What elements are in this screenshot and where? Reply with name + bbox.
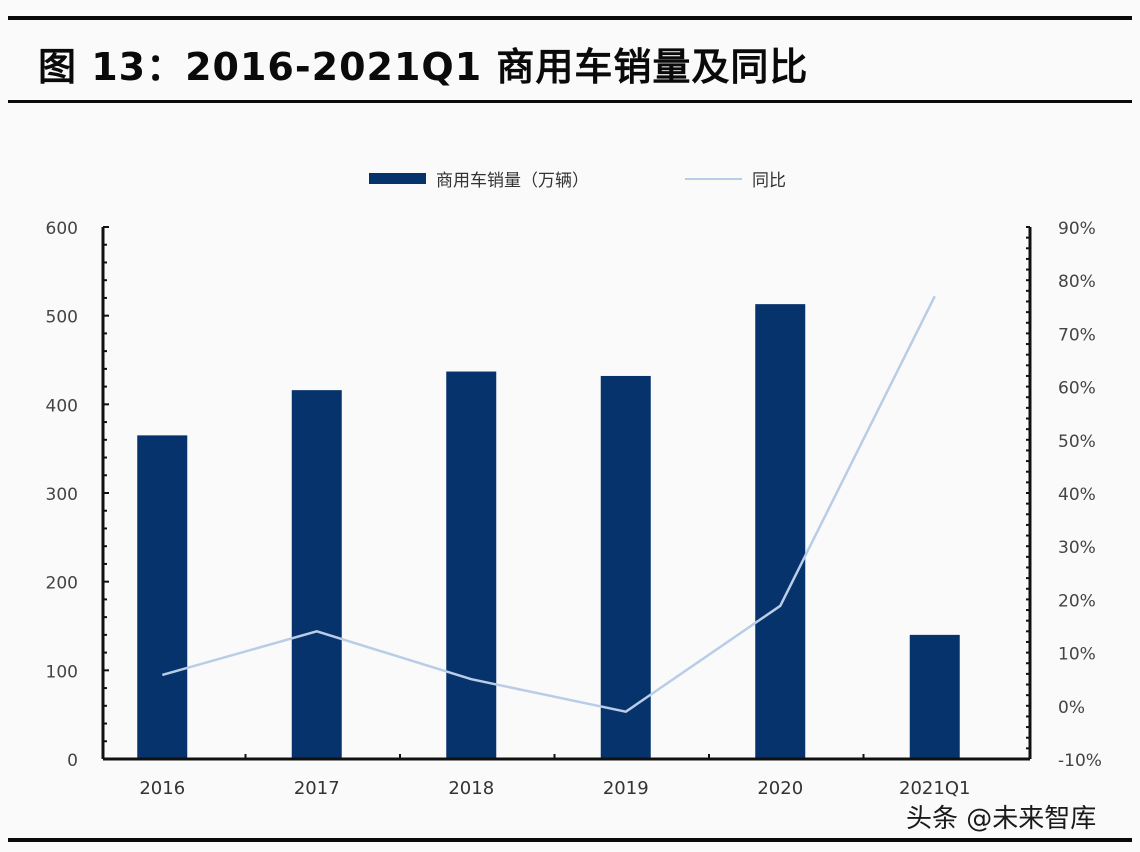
right-tick-label: 10% (1058, 645, 1096, 665)
left-tick-label: 0 (67, 751, 78, 771)
right-tick-label: 80% (1058, 272, 1096, 292)
x-tick-label: 2016 (139, 778, 185, 799)
legend-line-label: 同比 (752, 171, 786, 191)
right-axis: -10% 0% 10% 20% 30% 40% 50% 60% 70% 80% 90% (1026, 219, 1102, 771)
title-underline (8, 100, 1132, 103)
bar-2020 (755, 304, 806, 759)
left-tick-label: 100 (46, 662, 78, 682)
legend-bar-swatch (369, 173, 426, 184)
left-tick-label: 500 (46, 308, 78, 328)
left-axis: 0 100 200 300 400 500 600 (46, 219, 109, 771)
line-series (161, 295, 936, 713)
legend: 商用车销量（万辆） 同比 (369, 171, 786, 191)
x-tick-label: 2021Q1 (899, 778, 970, 799)
x-tick-label: 2020 (757, 778, 803, 799)
top-rule (8, 16, 1132, 20)
right-tick-label: 50% (1058, 432, 1096, 452)
left-tick-label: 300 (46, 485, 78, 505)
x-tick-label: 2017 (294, 778, 340, 799)
right-tick-label: 60% (1058, 379, 1096, 399)
figure-title: 图 13：2016-2021Q1 商用车销量及同比 (38, 45, 809, 89)
bar-2019 (600, 375, 651, 759)
left-tick-label: 600 (46, 219, 78, 239)
bottom-rule (8, 838, 1132, 842)
right-tick-label: 20% (1058, 591, 1096, 611)
right-tick-label: 0% (1058, 698, 1085, 718)
legend-bar-label: 商用车销量（万辆） (436, 171, 589, 191)
right-tick-label: 70% (1058, 325, 1096, 345)
yoy-line (161, 295, 936, 713)
x-axis: 2016 2017 2018 2019 2020 2021Q1 (103, 754, 1030, 799)
x-tick-label: 2018 (448, 778, 494, 799)
right-tick-label: 30% (1058, 538, 1096, 558)
bar-2018 (446, 371, 497, 759)
left-tick-label: 200 (46, 574, 78, 594)
bar-2016 (137, 435, 188, 759)
bar-2017 (291, 390, 342, 759)
bar-2021Q1 (909, 634, 960, 759)
right-tick-label: 90% (1058, 219, 1096, 239)
left-tick-label: 400 (46, 396, 78, 416)
bar-series (137, 304, 960, 759)
watermark: 头条 @未来智库 (906, 804, 1097, 834)
right-tick-label: 40% (1058, 485, 1096, 505)
x-tick-label: 2019 (603, 778, 649, 799)
right-tick-label: -10% (1058, 751, 1102, 771)
